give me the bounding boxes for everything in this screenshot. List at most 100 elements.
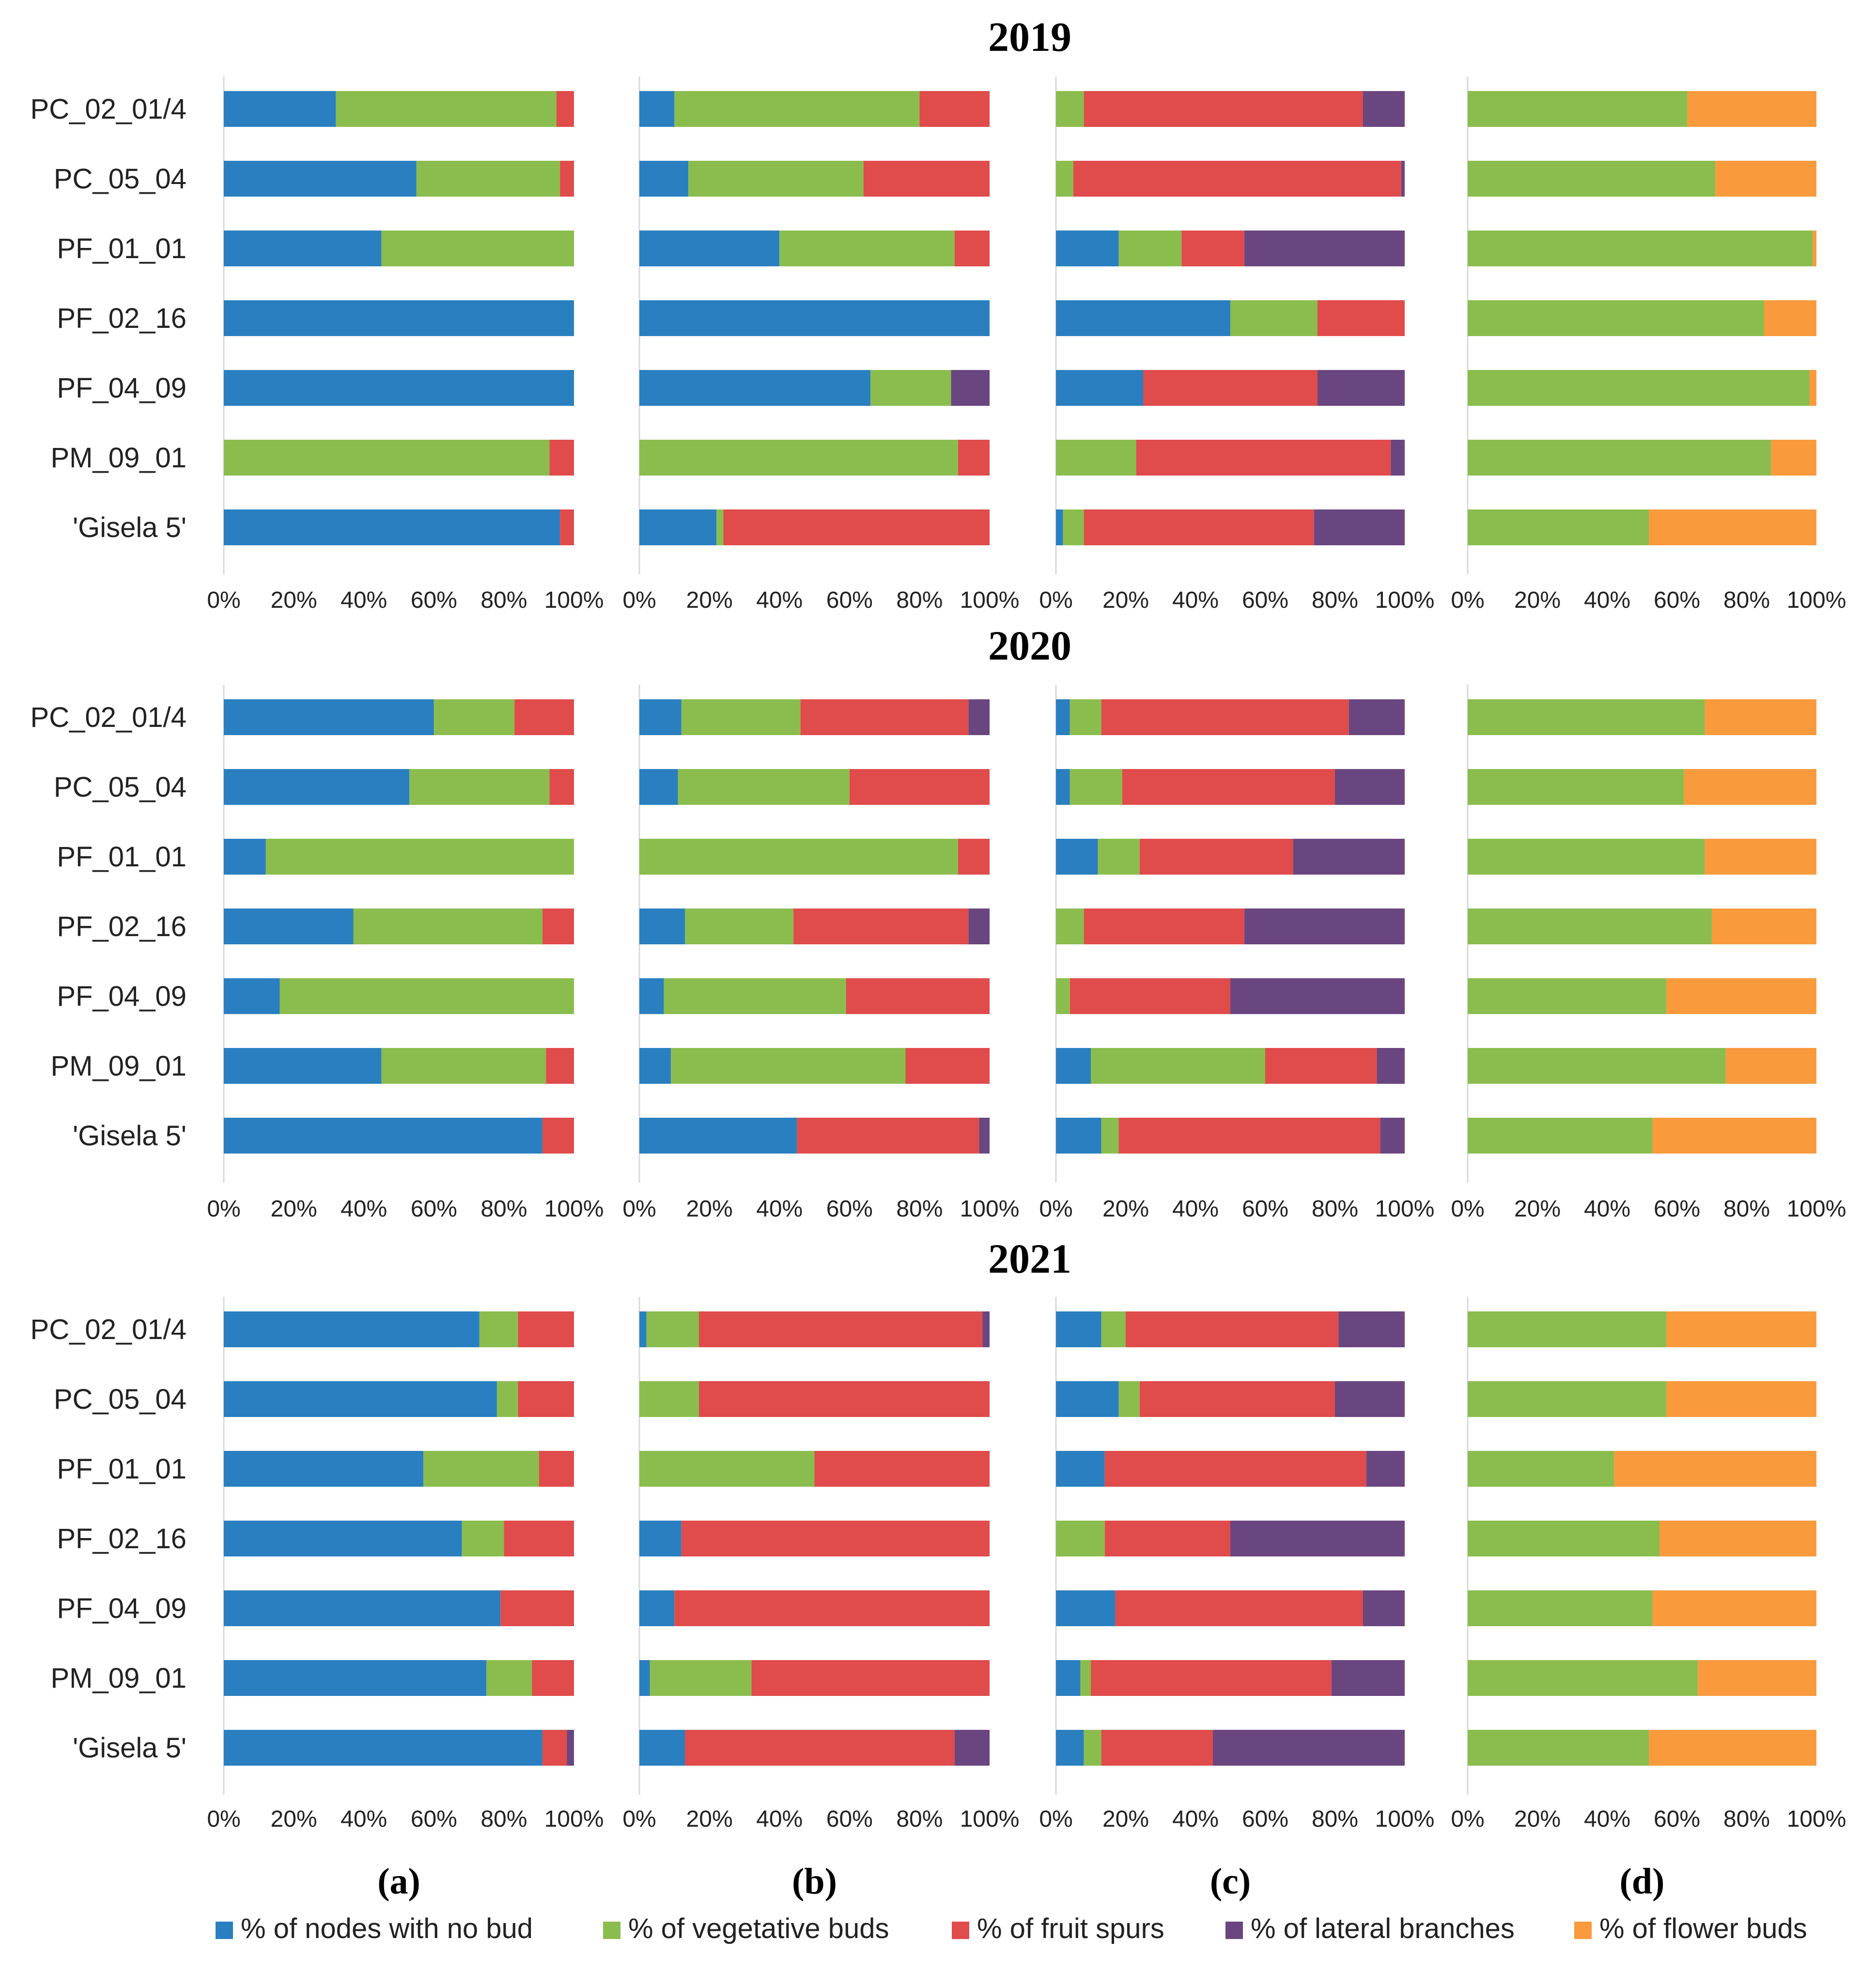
x-tick-label: 80% [896, 587, 943, 613]
bar-segment-flower [1652, 1590, 1816, 1626]
bar-segment-no_bud [639, 699, 682, 735]
bar-segment-vegetative [423, 1451, 539, 1487]
x-tick-label: 0% [207, 587, 240, 613]
bar-segment-no_bud [224, 231, 382, 266]
bar-segment-vegetative [1056, 978, 1070, 1014]
x-tick-label: 40% [756, 1196, 803, 1222]
x-tick-label: 80% [1723, 1806, 1770, 1832]
x-tick-label: 40% [1584, 587, 1630, 613]
x-tick-label: 20% [686, 587, 733, 613]
bar-segment-vegetative [639, 839, 958, 875]
bar-segment-no_bud [224, 839, 266, 875]
x-tick-label: 100% [1375, 1196, 1435, 1222]
bar-segment-fruit_spurs [793, 909, 969, 944]
legend-swatch-vegetative [603, 1922, 620, 1939]
panel-2020-0: 0% 20% 40% 60% 80% 100% [207, 685, 604, 1222]
bar-segment-vegetative [1101, 1311, 1126, 1347]
bar-segment-vegetative [1468, 1048, 1726, 1084]
bar-segment-flower [1687, 91, 1816, 127]
bar-segment-no_bud [639, 1048, 671, 1084]
bar-segment-no_bud [224, 1590, 501, 1626]
bar-segment-flower [1764, 300, 1816, 336]
bar-segment-flower [1771, 440, 1816, 476]
x-tick-label: 60% [1654, 1196, 1700, 1222]
bar-segment-fruit_spurs [685, 1730, 955, 1766]
x-tick-label: 80% [481, 1806, 527, 1832]
bar-segment-lateral [1244, 231, 1405, 266]
bar-segment-flower [1715, 161, 1816, 197]
bar-segment-vegetative [678, 769, 850, 805]
bar-segment-lateral [1377, 1048, 1405, 1084]
category-label: PC_02_01/4 [31, 702, 186, 733]
category-label: PF_04_09 [57, 1593, 186, 1624]
bar-segment-fruit_spurs [958, 839, 990, 875]
bar-segment-no_bud [639, 1118, 797, 1154]
bar-segment-vegetative [1230, 300, 1318, 336]
bar-segment-flower [1705, 839, 1816, 875]
bar-segment-vegetative [1468, 839, 1705, 875]
bar-segment-no_bud [1056, 1048, 1091, 1084]
x-tick-label: 0% [622, 1806, 656, 1832]
bar-segment-flower [1666, 978, 1816, 1014]
bar-segment-flower [1705, 699, 1816, 735]
x-tick-label: 40% [1172, 587, 1219, 613]
bar-segment-no_bud [639, 509, 717, 545]
bar-segment-vegetative [1070, 699, 1101, 735]
bar-segment-no_bud [1056, 1118, 1101, 1154]
bar-segment-fruit_spurs [500, 1590, 574, 1626]
bar-segment-no_bud [224, 1381, 497, 1417]
bar-segment-fruit_spurs [518, 1311, 574, 1347]
x-tick-label: 20% [1514, 1196, 1561, 1222]
x-tick-label: 20% [1102, 1196, 1149, 1222]
legend-label-vegetative: % of vegetative buds [628, 1913, 889, 1944]
bar-segment-vegetative [1080, 1660, 1091, 1696]
bar-segment-fruit_spurs [1070, 978, 1230, 1014]
x-tick-label: 20% [686, 1196, 733, 1222]
x-tick-label: 40% [1172, 1806, 1219, 1832]
x-tick-label: 60% [1654, 587, 1700, 613]
bar-segment-fruit_spurs [1181, 231, 1244, 266]
x-tick-label: 100% [960, 587, 1020, 613]
bar-segment-fruit_spurs [1265, 1048, 1377, 1084]
bar-segment-vegetative [1468, 161, 1716, 197]
panel-2021-0: 0% 20% 40% 60% 80% 100% [207, 1297, 604, 1832]
bar-segment-fruit_spurs [560, 509, 574, 545]
bar-segment-lateral [1314, 509, 1405, 545]
category-label: PC_02_01/4 [31, 93, 186, 125]
bar-segment-fruit_spurs [514, 699, 574, 735]
x-tick-label: 100% [544, 1196, 604, 1222]
bar-segment-fruit_spurs [698, 1311, 983, 1347]
x-tick-label: 20% [1102, 1806, 1149, 1832]
category-label: PF_02_16 [57, 303, 186, 334]
bar-segment-no_bud [1056, 769, 1070, 805]
legend-swatch-fruit_spurs [952, 1922, 969, 1939]
bar-segment-vegetative [1091, 1048, 1265, 1084]
panel-letter: (c) [1210, 1861, 1251, 1902]
x-tick-label: 0% [1039, 1806, 1072, 1832]
category-label: PF_02_16 [57, 911, 186, 942]
x-tick-label: 80% [1723, 587, 1770, 613]
bar-segment-no_bud [639, 1590, 675, 1626]
category-label: PM_09_01 [50, 442, 186, 474]
bar-segment-lateral [1244, 909, 1405, 944]
bar-segment-fruit_spurs [1101, 1730, 1213, 1766]
legend-swatch-no_bud [216, 1922, 233, 1939]
bar-segment-vegetative [1468, 1118, 1653, 1154]
bar-segment-fruit_spurs [1318, 300, 1405, 336]
bar-segment-lateral [1230, 1521, 1405, 1556]
bar-segment-vegetative [646, 1311, 699, 1347]
bar-segment-no_bud [1056, 839, 1098, 875]
bar-segment-no_bud [639, 161, 689, 197]
bar-segment-vegetative [1468, 1381, 1667, 1417]
bar-segment-vegetative [1468, 769, 1684, 805]
bar-segment-no_bud [224, 370, 574, 406]
bar-segment-flower [1649, 1730, 1816, 1766]
bar-segment-vegetative [664, 978, 846, 1014]
bar-segment-lateral [1380, 1118, 1405, 1154]
bar-segment-lateral [567, 1730, 574, 1766]
bar-segment-flower [1652, 1118, 1816, 1154]
x-tick-label: 20% [1102, 587, 1149, 613]
bar-segment-vegetative [1468, 1451, 1614, 1487]
year-block-2021: 2021 PC_02_01/4 PC_05_04 PF_01_01 PF_02_16 PF… [31, 1235, 1846, 1832]
